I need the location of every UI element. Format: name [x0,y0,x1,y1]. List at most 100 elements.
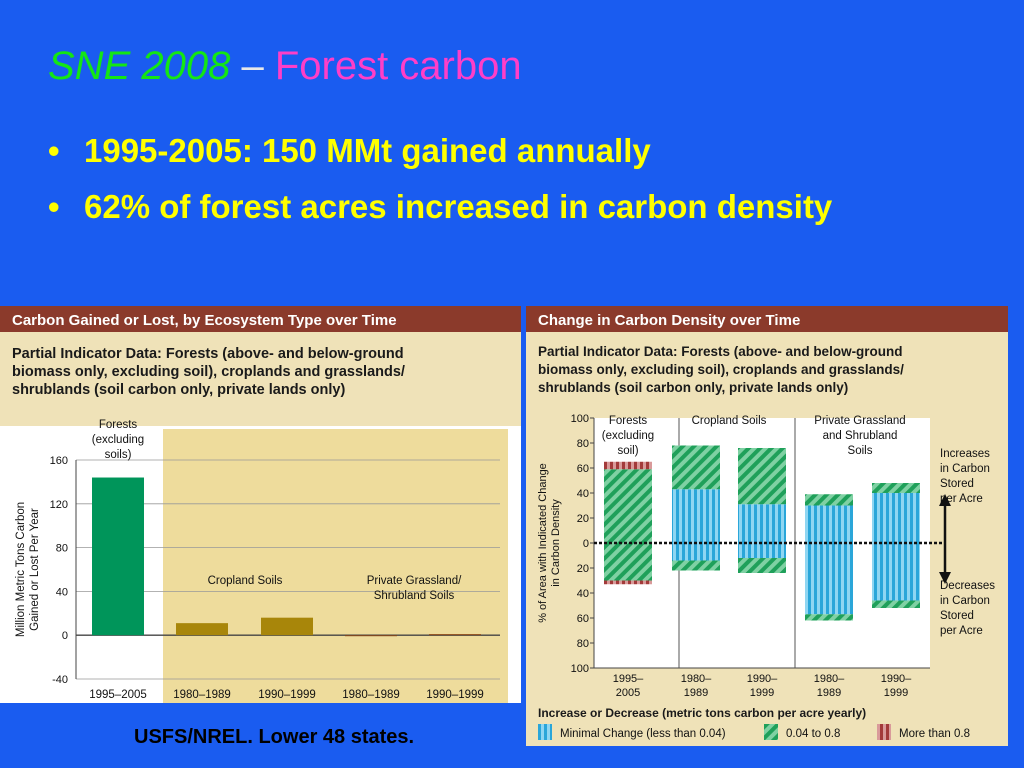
x-tick-label: 1980– [681,673,712,685]
bar-segment-increase [872,493,920,543]
y-tick-label: 40 [577,488,589,500]
bar-segment-increase [738,504,786,543]
x-tick-label: 1995–2005 [89,689,147,701]
panel-header-bar [526,306,1008,332]
bullet-dot: • [48,132,60,169]
bar-segment-decrease [872,543,920,601]
carbon-density-panel: Change in Carbon Density over Time Partia… [526,306,1008,746]
group-label-line: (excluding [92,434,144,446]
increase-label-line: Stored [940,478,974,490]
group-label-line: Forests [609,415,648,427]
bar [345,635,397,637]
group-label-line: and Shrubland [823,430,898,442]
bullet-item: • 1995-2005: 150 MMt gained annually [48,128,908,174]
y-axis-label-line: in Carbon Density [550,499,562,587]
legend-label: Minimal Change (less than 0.04) [560,728,726,740]
group-label-line: Cropland Soils [208,575,283,587]
carbon-gained-lost-chart: Carbon Gained or Lost, by Ecosystem Type… [0,306,521,703]
increase-label-line: per Acre [940,493,983,505]
group-label-line: Shrubland Soils [374,590,455,602]
y-axis-label: Million Metric Tons Carbon Gained or Lost… [15,502,41,637]
bar-segment-increase [805,494,853,506]
y-tick-label: 40 [56,586,68,598]
legend-label: 0.04 to 0.8 [786,728,840,740]
legend-swatch [538,724,552,740]
bar [429,634,481,636]
carbon-gained-lost-panel: Carbon Gained or Lost, by Ecosystem Type… [0,306,521,703]
y-tick-label: 60 [577,463,589,475]
bullet-text: 1995-2005: 150 MMt gained annually [84,132,651,169]
bullet-item: • 62% of forest acres increased in carbo… [48,184,908,230]
legend-swatch [877,724,891,740]
increase-label-line: in Carbon [940,463,990,475]
bar-segment-increase [872,483,920,493]
panel-subtitle-line: biomass only, excluding soil), croplands… [538,362,904,377]
panel-subtitle-line: shrublands (soil carbon only, private la… [12,382,345,398]
legend-title: Increase or Decrease (metric tons carbon… [538,706,866,720]
bar [176,623,228,636]
panel-header-title: Carbon Gained or Lost, by Ecosystem Type… [12,312,397,329]
y-tick-label: 100 [571,413,589,425]
x-tick-label: 1980–1989 [342,689,400,701]
title-dash: – [230,44,275,88]
x-tick-label: 1990–1999 [258,689,316,701]
x-tick-label: 1990– [747,673,778,685]
title-plain-part: Forest carbon [274,44,522,88]
bar-segment-decrease [604,580,652,585]
bar-segment-increase [805,505,853,543]
y-tick-label: 0 [62,630,68,642]
y-tick-label: 80 [577,438,589,450]
x-tick-label: 1995– [613,673,644,685]
group-label-line: soil) [617,445,638,457]
y-tick-label: 60 [577,613,589,625]
arrow-up-icon [939,494,951,506]
source-credit: USFS/NREL. Lower 48 states. [134,726,415,748]
bar-segment-decrease [738,543,786,558]
bar-segment-decrease [672,560,720,571]
y-axis-label-line: % of Area with Indicated Change [537,463,549,623]
soil-shaded-region [163,429,508,703]
bullet-text: 62% of forest acres increased in carbon … [84,188,833,225]
x-tick-label: 1989 [817,687,841,699]
group-label-line: Soils [848,445,873,457]
carbon-density-chart: Change in Carbon Density over Time Partia… [526,306,1008,740]
y-axis-label-line: Million Metric Tons Carbon [15,502,27,637]
panel-subtitle-line: Partial Indicator Data: Forests (above- … [538,344,903,359]
group-label-line: soils) [105,449,132,461]
title-italic-part: SNE 2008 [48,44,231,88]
y-tick-label: 80 [56,543,68,555]
y-tick-label: 20 [577,513,589,525]
bar-segment-decrease [872,600,920,608]
x-tick-label: 1980–1989 [173,689,231,701]
group-label-line: Cropland Soils [692,415,767,427]
y-tick-label: 160 [50,455,68,467]
bar-segment-decrease [604,543,652,581]
legend-label: More than 0.8 [899,728,970,740]
decrease-label-line: in Carbon [940,595,990,607]
decrease-label-line: Stored [940,610,974,622]
x-tick-label: 1999 [750,687,774,699]
arrow-down-icon [939,572,951,584]
y-tick-label: 40 [577,588,589,600]
bar-segment-increase [672,489,720,543]
bar-segment-increase [604,469,652,543]
bar-segment-increase [672,445,720,490]
y-tick-label: 120 [50,499,68,511]
y-tick-label: 0 [583,538,589,550]
bar [92,477,144,636]
slide-title: SNE 2008 – Forest carbon [48,44,522,88]
bar [261,617,313,636]
panel-header-bar [0,306,521,332]
x-tick-label: 1990–1999 [426,689,484,701]
bar-segment-decrease [672,543,720,561]
panel-subtitle-line: shrublands (soil carbon only, private la… [538,380,848,395]
y-tick-label: -40 [52,674,68,686]
bar-segment-increase [604,461,652,470]
increase-label-line: Increases [940,448,990,460]
bullet-list: • 1995-2005: 150 MMt gained annually • 62… [48,128,908,240]
bar-segment-decrease [805,543,853,615]
x-tick-label: 1990– [881,673,912,685]
bar-segment-decrease [738,558,786,573]
panel-subtitle-line: biomass only, excluding soil), croplands… [12,364,405,380]
group-label-line: Private Grassland/ [367,575,462,587]
